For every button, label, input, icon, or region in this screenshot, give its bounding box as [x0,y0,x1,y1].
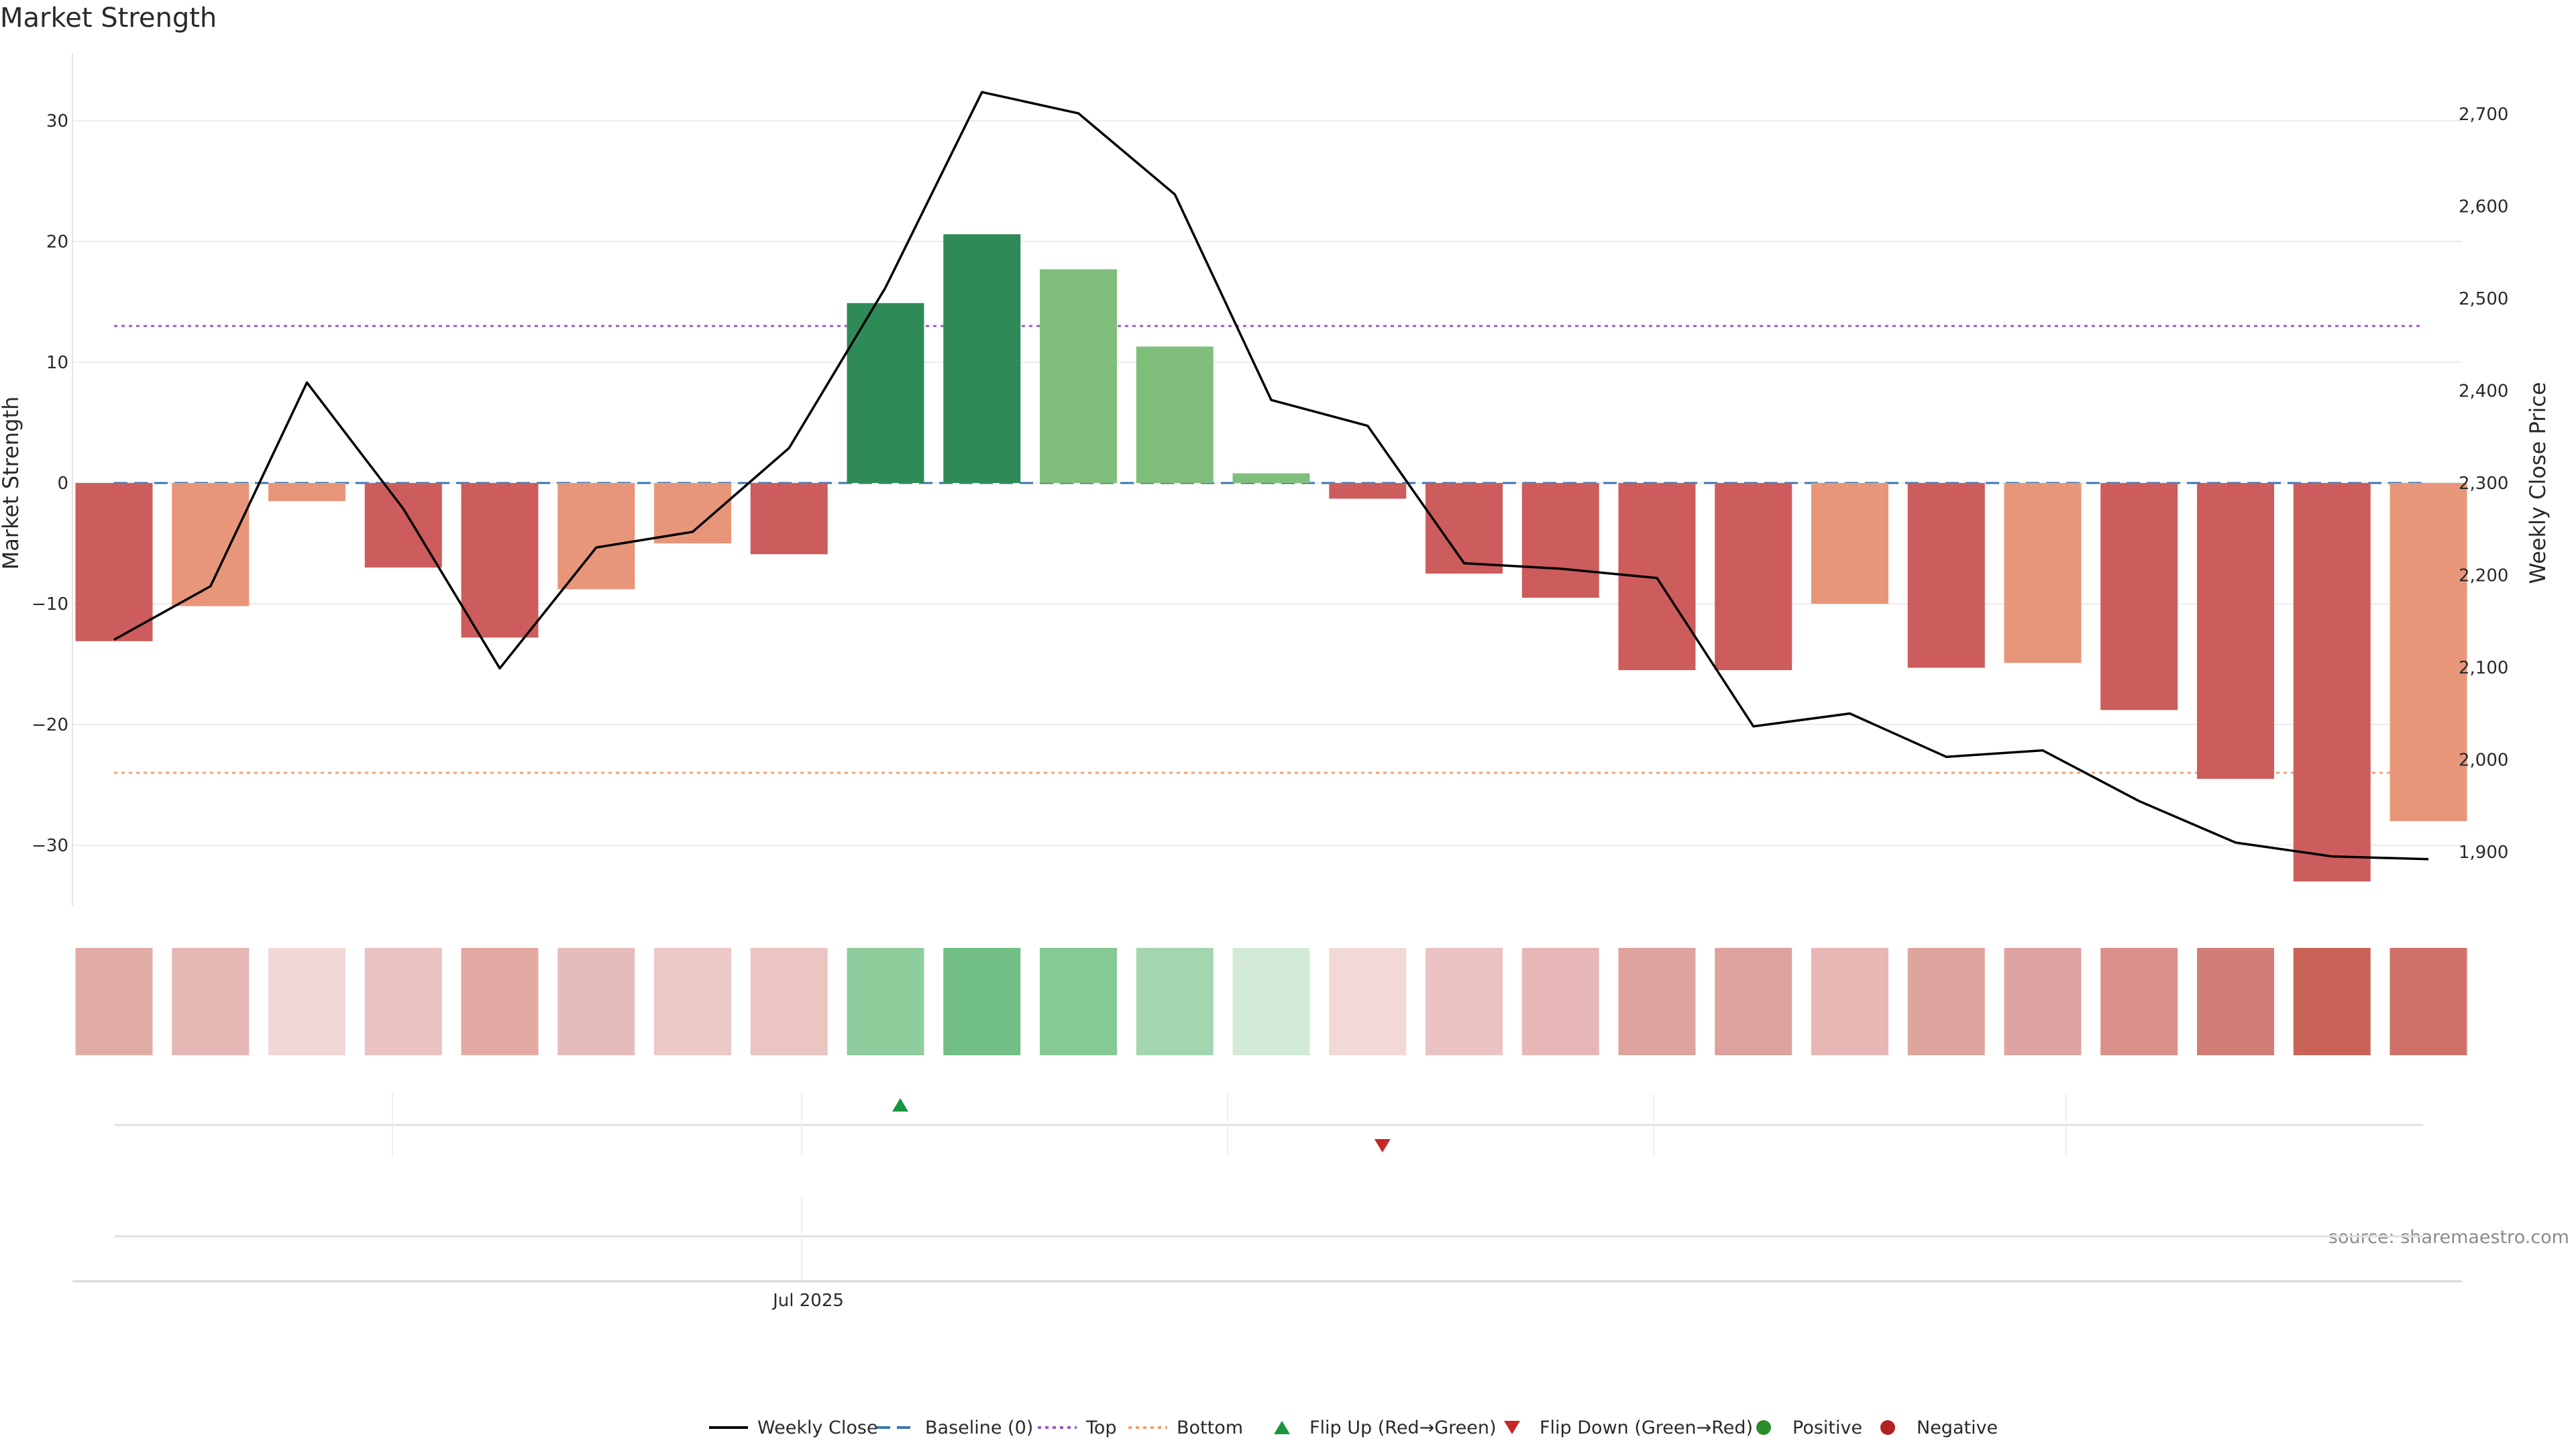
heat-cell [461,948,539,1055]
heat-cell [2293,948,2371,1055]
strength-bar [2004,483,2082,663]
strength-bar [1715,483,1792,670]
legend-label: Positive [1792,1417,1862,1438]
strength-bar [75,483,153,641]
y-tick-label: 10 [46,353,68,373]
y-tick-label: −30 [32,836,68,856]
y-tick-label: −20 [32,715,68,735]
heat-cell [1040,948,1117,1055]
flip-down-marker [1374,1139,1391,1152]
legend-label: Flip Down (Green→Red) [1540,1417,1753,1438]
strength-bar [750,483,828,555]
strength-bar [2197,483,2274,779]
y2-tick-label: 2,500 [2459,289,2508,309]
y-tick-label: 0 [57,474,68,494]
strength-bar [1618,483,1696,670]
heat-cell [364,948,442,1055]
strength-bar [1040,269,1117,483]
heat-cell [2100,948,2178,1055]
strength-bar [847,303,924,483]
chart-title: Market Strength [0,3,217,34]
strength-bars-layer [75,234,2467,881]
heat-cell [1618,948,1696,1055]
heat-cell [1232,948,1310,1055]
strength-bar [2293,483,2371,881]
bottom-axis-layer: Jul 2025 [72,1194,2462,1311]
legend-label: Weekly Close [757,1417,878,1438]
x-tick-label: Jul 2025 [771,1291,844,1311]
heat-cell [2004,948,2082,1055]
flip-markers-layer [114,1093,2423,1157]
strength-bar [172,483,250,606]
legend-label: Top [1085,1417,1117,1438]
strength-bar [1521,483,1599,598]
strength-bar [557,483,635,590]
strength-bar [268,483,345,501]
heat-cell [172,948,250,1055]
strength-bar [2390,483,2467,821]
y2-tick-label: 2,000 [2459,750,2508,770]
heat-cell [1136,948,1214,1055]
legend-marker-dot [1880,1420,1895,1435]
y-axis-label: Market Strength [0,396,23,570]
strength-bar [1426,483,1503,574]
y2-axis-label: Weekly Close Price [2525,382,2551,584]
legend-marker-dot [1756,1420,1771,1435]
axis-ticks-layer: 30 20 10 0 −10 −20 −30 2,700 2,600 2,500 2,400 2,30… [32,105,2508,863]
legend: Weekly Close Baseline (0) Top Bottom Flip Up… [709,1417,1998,1438]
heat-cell [1811,948,1888,1055]
strength-bar [654,483,731,543]
strength-bar [461,483,539,638]
y-tick-label: 20 [46,232,68,252]
legend-marker-triangle-up [1274,1421,1290,1434]
y2-tick-label: 2,600 [2459,197,2508,217]
y2-tick-label: 1,900 [2459,843,2508,863]
weekly-close-layer [113,91,2429,861]
strength-bar [2100,483,2178,710]
heat-cell [1715,948,1792,1055]
y2-tick-label: 2,100 [2459,658,2508,678]
legend-label: Negative [1917,1417,1998,1438]
heat-cell [847,948,924,1055]
y-tick-label: −10 [32,594,68,614]
heat-cell [2390,948,2467,1055]
strength-bar [1136,346,1214,483]
heat-cell [1426,948,1503,1055]
weekly-close-line [113,91,2429,861]
y2-tick-label: 2,200 [2459,566,2508,586]
heat-cell [1521,948,1599,1055]
heat-cell [268,948,345,1055]
y2-tick-label: 2,300 [2459,474,2508,494]
strength-bar [1811,483,1888,604]
legend-label: Flip Up (Red→Green) [1309,1417,1497,1438]
legend-label: Bottom [1177,1417,1243,1438]
heat-cell [654,948,731,1055]
strength-bar [1329,483,1407,499]
heat-cell [557,948,635,1055]
heat-cell [75,948,153,1055]
heat-cell [1907,948,1985,1055]
heat-cell [750,948,828,1055]
y2-tick-label: 2,400 [2459,382,2508,402]
heat-strip-layer [75,948,2467,1055]
strength-bar [943,234,1021,483]
strength-bar [1232,473,1310,483]
legend-marker-triangle-down [1504,1421,1520,1434]
heat-cell [2197,948,2274,1055]
heat-cell [943,948,1021,1055]
strength-bar [1907,483,1985,668]
flip-up-marker [892,1098,908,1112]
heat-cell [1329,948,1407,1055]
y-tick-label: 30 [46,111,68,131]
legend-label: Baseline (0) [925,1417,1033,1438]
y2-tick-label: 2,700 [2459,105,2508,125]
